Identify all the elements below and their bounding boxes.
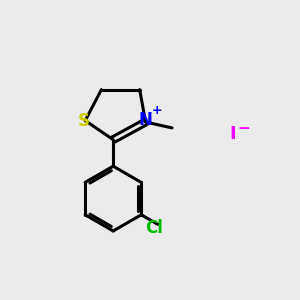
Text: N: N xyxy=(139,111,152,129)
Text: +: + xyxy=(152,104,162,117)
Text: S: S xyxy=(78,112,90,130)
Text: I: I xyxy=(229,125,236,143)
Text: −: − xyxy=(237,121,250,136)
Text: Cl: Cl xyxy=(145,219,163,237)
